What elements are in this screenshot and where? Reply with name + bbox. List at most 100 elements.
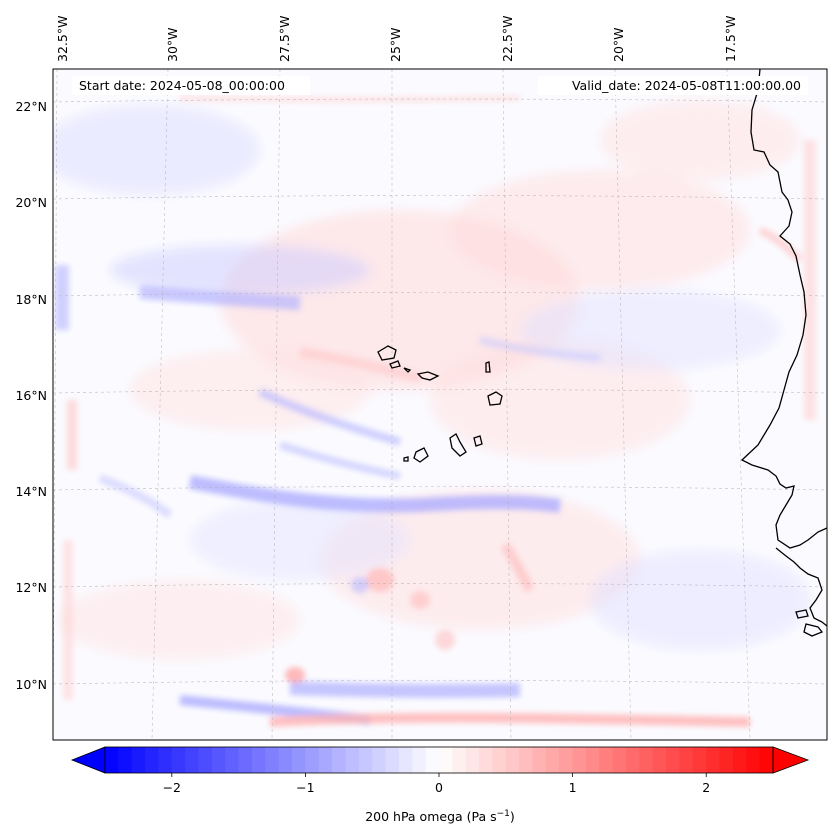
colorbar-band: [225, 747, 240, 773]
lat-label-10n: 10°N: [15, 677, 47, 692]
colorbar-band: [439, 747, 453, 773]
colorbar-band: [305, 747, 320, 773]
colorbar-band: [626, 747, 640, 773]
colorbar-band: [278, 747, 293, 773]
colorbar-extend-min: [70, 746, 106, 774]
parallel-14n: [52, 486, 828, 491]
colorbar-band: [158, 747, 173, 773]
parallel-18n: [52, 292, 828, 297]
island-sal: [485, 361, 491, 373]
colorbar-band: [479, 747, 493, 773]
colorbar-band: [692, 747, 707, 773]
lat-label-22n: 22°N: [15, 99, 47, 114]
colorbar-band: [238, 747, 253, 773]
colorbar-band: [612, 747, 627, 773]
parallel-10n: [52, 680, 828, 685]
meridian-27-5w: [271, 68, 281, 741]
colorbar-band: [118, 747, 133, 773]
parallel-12n: [52, 583, 828, 588]
colorbar-tick-label: 0: [435, 780, 443, 795]
valid-date-box: [538, 76, 808, 95]
coastlines: [377, 68, 828, 637]
colorbar-extend-max: [772, 746, 810, 774]
meridian-17-5w: [726, 68, 751, 741]
colorbar-band: [185, 747, 200, 773]
island-boa-vista: [487, 391, 503, 406]
lat-label-12n: 12°N: [15, 580, 47, 595]
colorbar-tick-label: 2: [702, 780, 710, 795]
colorbar-band: [332, 747, 346, 773]
colorbar-band: [385, 747, 400, 773]
colorbar-band: [452, 747, 467, 773]
colorbar-band: [198, 747, 213, 773]
colorbar-band: [145, 747, 159, 773]
lat-label-16n: 16°N: [15, 388, 47, 403]
colorbar-band: [732, 747, 747, 773]
lat-label-18n: 18°N: [15, 292, 47, 307]
colorbar: −2 −1 0 1 2 200 hPa omega (Pa s−1): [70, 746, 810, 824]
colorbar-band: [318, 747, 333, 773]
island-santiago: [449, 433, 467, 457]
colorbar-band: [492, 747, 507, 773]
lon-label-25w: 25°W: [388, 27, 403, 62]
island-maio: [473, 435, 483, 447]
colorbar-band: [572, 747, 587, 773]
colorbar-band: [585, 747, 600, 773]
meridian-22-5w: [502, 68, 512, 741]
colorbar-tick-label: 1: [569, 780, 577, 795]
colorbar-bands: [105, 747, 774, 773]
colorbar-band: [131, 747, 146, 773]
lat-label-20n: 20°N: [15, 195, 47, 210]
island-santo-antao: [377, 345, 397, 361]
meridian-30w: [151, 68, 169, 741]
colorbar-band: [398, 747, 413, 773]
start-date-box: [72, 76, 310, 95]
meridian-20w: [614, 68, 632, 741]
colorbar-band: [719, 747, 734, 773]
colorbar-band: [265, 747, 280, 773]
lon-label-27-5w: 27.5°W: [277, 16, 292, 62]
longitude-labels: 32.5°W 30°W 27.5°W 25°W 22.5°W 20°W 17.5…: [55, 16, 738, 62]
lat-label-14n: 14°N: [15, 484, 47, 499]
colorbar-band: [358, 747, 373, 773]
colorbar-band: [211, 747, 226, 773]
map-border: [52, 68, 828, 741]
island-sao-vicente: [389, 360, 401, 369]
colorbar-band: [171, 747, 186, 773]
valid-date-label: Valid_date: 2024-05-08T11:00:00.00: [572, 78, 801, 93]
start-date-label: Start date: 2024-05-08_00:00:00: [79, 78, 285, 93]
colorbar-tick-label: −1: [296, 780, 314, 795]
island-fogo: [413, 447, 429, 463]
lon-label-20w: 20°W: [611, 27, 626, 62]
colorbar-band: [465, 747, 480, 773]
colorbar-tick-label: −2: [163, 780, 181, 795]
island-sao-nicolau: [416, 371, 440, 381]
colorbar-band: [372, 747, 387, 773]
colorbar-band: [519, 747, 534, 773]
omega-field: [53, 95, 816, 727]
parallel-16n: [52, 389, 828, 394]
island-sherbro: [803, 623, 824, 637]
colorbar-band: [679, 747, 694, 773]
omega-field-bands: [55, 95, 816, 727]
lon-label-32-5w: 32.5°W: [55, 16, 70, 62]
colorbar-band: [559, 747, 574, 773]
colorbar-band: [412, 747, 427, 773]
island-gambia-bank: [795, 609, 809, 619]
island-brava: [403, 456, 409, 462]
coast-bijagos: [775, 547, 828, 627]
colorbar-band: [759, 747, 774, 773]
graticule: [52, 68, 828, 741]
latitude-labels: 22°N 20°N 18°N 16°N 14°N 12°N 10°N: [15, 99, 47, 692]
colorbar-band: [545, 747, 560, 773]
colorbar-band: [666, 747, 680, 773]
map-panel: Start date: 2024-05-08_00:00:00 Valid_da…: [52, 68, 828, 741]
colorbar-band: [639, 747, 654, 773]
colorbar-band: [251, 747, 266, 773]
colorbar-label: 200 hPa omega (Pa s−1): [365, 809, 515, 824]
africa-coastline: [740, 68, 828, 549]
colorbar-band: [345, 747, 360, 773]
meridian-32-5w: [52, 68, 58, 741]
colorbar-band: [425, 747, 440, 773]
